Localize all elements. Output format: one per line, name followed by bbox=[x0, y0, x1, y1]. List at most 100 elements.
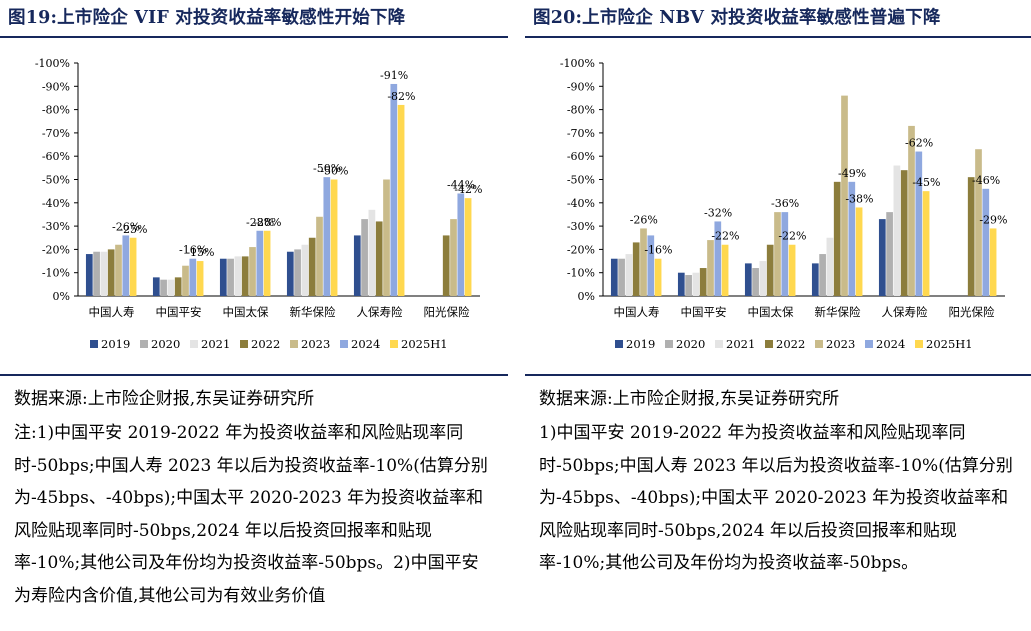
data-label: -26% bbox=[112, 220, 140, 233]
y-tick-label: -20% bbox=[42, 243, 70, 256]
bar bbox=[774, 212, 781, 296]
bar bbox=[160, 279, 167, 296]
y-tick-label: -50% bbox=[42, 174, 70, 187]
bar bbox=[301, 244, 309, 296]
bar bbox=[647, 235, 655, 296]
bar bbox=[922, 191, 930, 296]
data-label: -91% bbox=[380, 69, 408, 82]
legend-swatch bbox=[615, 340, 623, 348]
bar bbox=[234, 256, 242, 296]
title-rule bbox=[525, 36, 1031, 38]
data-label: -16% bbox=[644, 244, 672, 257]
y-tick-label: 0% bbox=[578, 290, 595, 303]
bar bbox=[654, 258, 662, 296]
data-label: -22% bbox=[778, 230, 806, 243]
bar bbox=[714, 221, 722, 296]
data-label: -22% bbox=[711, 230, 739, 243]
bar bbox=[826, 237, 834, 296]
data-label: -45% bbox=[912, 176, 940, 189]
data-label: -50% bbox=[320, 165, 348, 178]
bar bbox=[256, 230, 264, 296]
bar bbox=[967, 177, 975, 296]
bar bbox=[692, 272, 700, 296]
bar bbox=[353, 235, 361, 296]
y-tick-label: -80% bbox=[42, 104, 70, 117]
bar bbox=[878, 219, 886, 296]
bar bbox=[759, 261, 767, 296]
data-label: -25% bbox=[119, 223, 147, 236]
bar bbox=[286, 251, 294, 296]
data-label: -42% bbox=[454, 183, 482, 196]
note-text: 注:1)中国平安 2019-2022 年为投资收益率和风险贴现率同时-50bps… bbox=[14, 423, 488, 606]
legend-swatch bbox=[865, 340, 873, 348]
source-text: 数据来源:上市险企财报,东吴证券研究所 bbox=[14, 389, 315, 409]
legend-label: 2025H1 bbox=[926, 337, 973, 351]
bar bbox=[85, 254, 93, 296]
legend-swatch bbox=[765, 340, 773, 348]
legend-swatch bbox=[715, 340, 723, 348]
legend-swatch bbox=[90, 340, 98, 348]
data-label: -62% bbox=[905, 137, 933, 150]
legend-swatch bbox=[815, 340, 823, 348]
source-text: 数据来源:上市险企财报,东吴证券研究所 bbox=[539, 389, 840, 409]
y-tick-label: -30% bbox=[42, 220, 70, 233]
bar bbox=[189, 258, 197, 296]
vif-sensitivity-chart: 0% -10% -20% -30% -40% -50% -60% -70% -80% -90% -1… bbox=[35, 57, 483, 351]
bar bbox=[975, 149, 982, 296]
bar bbox=[788, 244, 796, 296]
y-tick-label: -20% bbox=[567, 243, 595, 256]
y-tick-label: -100% bbox=[35, 57, 70, 70]
legend-label: 2021 bbox=[726, 337, 755, 351]
figure-19-panel: 图19:上市险企 VIF 对投资收益率敏感性开始下降 0% -10% -20% -30… bbox=[0, 0, 508, 631]
bar bbox=[900, 170, 908, 296]
bar bbox=[361, 219, 368, 296]
bar bbox=[383, 179, 390, 296]
figure-title: 图20:上市险企 NBV 对投资收益率敏感性普遍下降 bbox=[533, 8, 941, 28]
legend-swatch bbox=[340, 340, 348, 348]
y-tick-label: -10% bbox=[42, 267, 70, 280]
bar bbox=[744, 263, 752, 296]
bar bbox=[167, 279, 175, 296]
data-label: -29% bbox=[979, 213, 1007, 226]
bar bbox=[464, 198, 472, 296]
legend-swatch bbox=[240, 340, 248, 348]
bar bbox=[93, 251, 100, 296]
y-tick-label: -90% bbox=[42, 80, 70, 93]
legend-label: 2020 bbox=[151, 337, 180, 351]
y-tick-label: -40% bbox=[42, 197, 70, 210]
bar bbox=[129, 237, 137, 296]
x-tick-label: 新华保险 bbox=[815, 305, 861, 319]
bar bbox=[632, 242, 640, 296]
y-tick-label: -50% bbox=[567, 174, 595, 187]
data-label: -38% bbox=[845, 192, 873, 205]
data-label: -28% bbox=[246, 216, 274, 229]
bar bbox=[390, 83, 398, 296]
bar bbox=[721, 244, 729, 296]
bar bbox=[640, 228, 647, 296]
x-tick-label: 新华保险 bbox=[290, 305, 336, 319]
x-tick-label: 阳光保险 bbox=[949, 305, 995, 319]
legend-swatch bbox=[140, 340, 148, 348]
bar bbox=[316, 216, 323, 296]
data-label: -82% bbox=[387, 90, 415, 103]
legend-label: 2022 bbox=[776, 337, 805, 351]
bar bbox=[811, 263, 819, 296]
bar bbox=[227, 258, 234, 296]
x-tick-label: 中国人寿 bbox=[89, 305, 135, 319]
bar bbox=[848, 181, 856, 296]
bar bbox=[152, 277, 160, 296]
bar bbox=[442, 235, 450, 296]
y-tick-label: -100% bbox=[560, 57, 595, 70]
title-rule bbox=[0, 36, 508, 38]
y-tick-label: -70% bbox=[567, 127, 595, 140]
bar bbox=[122, 235, 130, 296]
bar bbox=[241, 256, 249, 296]
legend-label: 2019 bbox=[626, 337, 655, 351]
caption-rule bbox=[525, 374, 1031, 376]
legend-label: 2021 bbox=[201, 337, 230, 351]
x-tick-label: 中国太保 bbox=[223, 305, 269, 319]
bar bbox=[833, 181, 841, 296]
y-tick-label: 0% bbox=[53, 290, 70, 303]
bar bbox=[450, 219, 457, 296]
data-label: -28% bbox=[253, 216, 281, 229]
